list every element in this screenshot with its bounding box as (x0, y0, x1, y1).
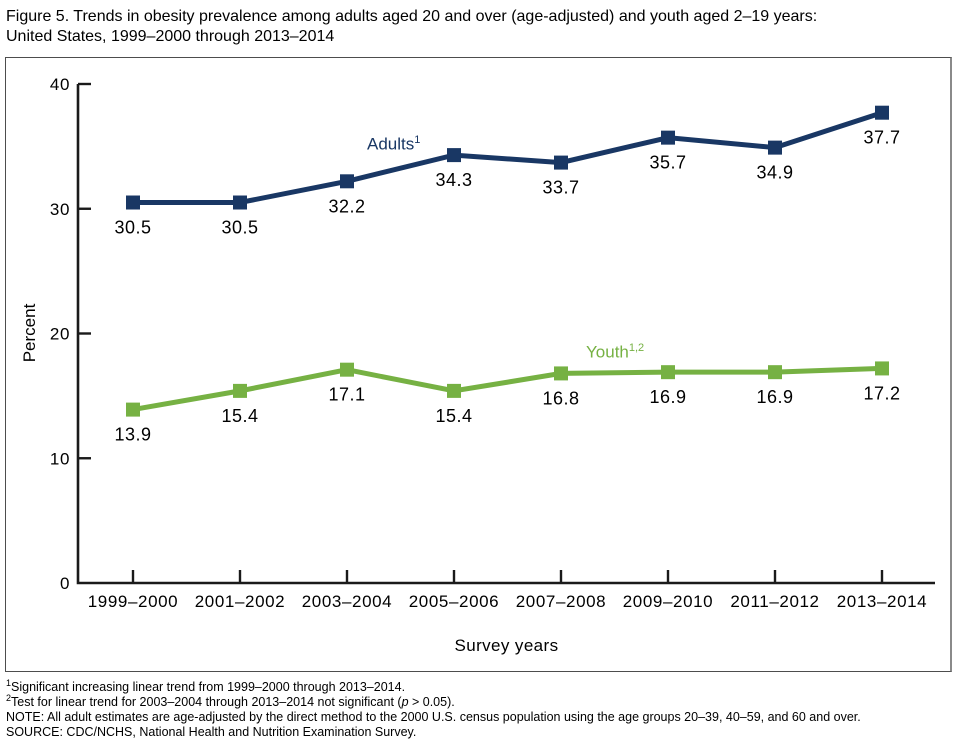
adults-value-label: 33.7 (542, 178, 579, 198)
adults-value-label: 30.5 (221, 218, 258, 238)
adults-value-label: 37.7 (863, 128, 900, 148)
adults-value-label: 32.2 (328, 196, 365, 216)
x-axis-tick-label: 2011–2012 (730, 592, 819, 611)
adults-line (133, 110, 883, 206)
footnote-note: NOTE: All adult estimates are age-adjust… (6, 710, 861, 724)
youth-value-label: 17.2 (863, 383, 900, 403)
chart-svg: 0 10 20 30 40 1999–2000 2001–2002 2003–2004 2005… (50, 75, 935, 611)
footnote-2-superscript: 2 (6, 692, 12, 703)
adults-marker (126, 195, 140, 210)
footnote-2-text-post: > 0.05). (408, 695, 455, 709)
youth-marker (661, 365, 675, 380)
footnote-1-superscript: 1 (6, 677, 12, 688)
youth-value-label: 15.4 (435, 406, 472, 426)
x-axis-tick-label: 2013–2014 (837, 592, 928, 611)
adults-series-label: Adults1 (367, 134, 420, 155)
x-axis-tick-label: 2003–2004 (302, 592, 393, 611)
footnote-2-italic-p: p (401, 695, 409, 709)
x-axis-tick-label: 2009–2010 (623, 592, 714, 611)
footnote-1: 1Significant increasing linear trend fro… (6, 677, 954, 695)
youth-series-label: Youth1,2 (586, 342, 644, 363)
adults-value-label: 30.5 (114, 218, 151, 238)
youth-marker (233, 383, 247, 398)
adults-series-label-superscript: 1 (414, 134, 421, 146)
youth-marker (768, 365, 782, 380)
adults-value-label: 34.3 (435, 170, 472, 190)
youth-marker (340, 362, 354, 377)
figure-title: Figure 5. Trends in obesity prevalence a… (6, 8, 818, 45)
x-axis-tick-label: 2005–2006 (409, 592, 500, 611)
x-axis-tick-label: 2007–2008 (516, 592, 607, 611)
x-axis-tick-label: 2001–2002 (195, 592, 286, 611)
y-axis-tick-label: 30 (50, 200, 70, 219)
adults-marker (447, 148, 461, 163)
adults-marker (233, 195, 247, 210)
x-axis-title: Survey years (454, 636, 559, 655)
youth-value-label: 13.9 (114, 425, 151, 445)
adults-marker (661, 130, 675, 145)
youth-value-label: 17.1 (328, 385, 365, 405)
youth-marker (875, 361, 889, 376)
footnotes: 1Significant increasing linear trend fro… (6, 677, 954, 740)
axis-lines (76, 84, 935, 585)
youth-value-label: 16.8 (542, 388, 579, 408)
y-axis-tick-label: 40 (50, 75, 70, 94)
x-axis-tick-label: 1999–2000 (88, 592, 179, 611)
youth-marker (126, 402, 140, 417)
adults-marker (875, 105, 889, 120)
y-axis-tick-label: 0 (60, 574, 70, 593)
youth-value-label: 16.9 (756, 387, 793, 407)
youth-value-label: 15.4 (221, 406, 258, 426)
adults-marker (768, 140, 782, 155)
y-axis-title: Percent (20, 303, 39, 363)
adults-marker (340, 174, 354, 189)
adults-marker (554, 155, 568, 170)
youth-series-label-text: Youth (586, 342, 629, 362)
adults-value-label: 35.7 (649, 153, 686, 173)
footnote-1-text: Significant increasing linear trend from… (11, 680, 406, 694)
youth-value-label: 16.9 (649, 387, 686, 407)
y-axis-tick-label: 10 (50, 449, 70, 468)
youth-line (132, 365, 883, 413)
footnote-2: 2Test for linear trend for 2003–2004 thr… (6, 692, 954, 710)
footnote-2-text-pre: Test for linear trend for 2003–2004 thro… (11, 695, 402, 709)
chart-container: 0 10 20 30 40 1999–2000 2001–2002 2003–2004 2005… (5, 57, 952, 672)
adults-series-label-text: Adults (367, 134, 415, 154)
youth-marker (554, 366, 568, 381)
youth-marker (447, 383, 461, 398)
adults-value-label: 34.9 (756, 163, 793, 183)
youth-series-label-superscript: 1,2 (628, 342, 645, 354)
y-axis-tick-label: 20 (50, 325, 70, 344)
footnote-source: SOURCE: CDC/NCHS, National Health and Nu… (6, 725, 417, 739)
